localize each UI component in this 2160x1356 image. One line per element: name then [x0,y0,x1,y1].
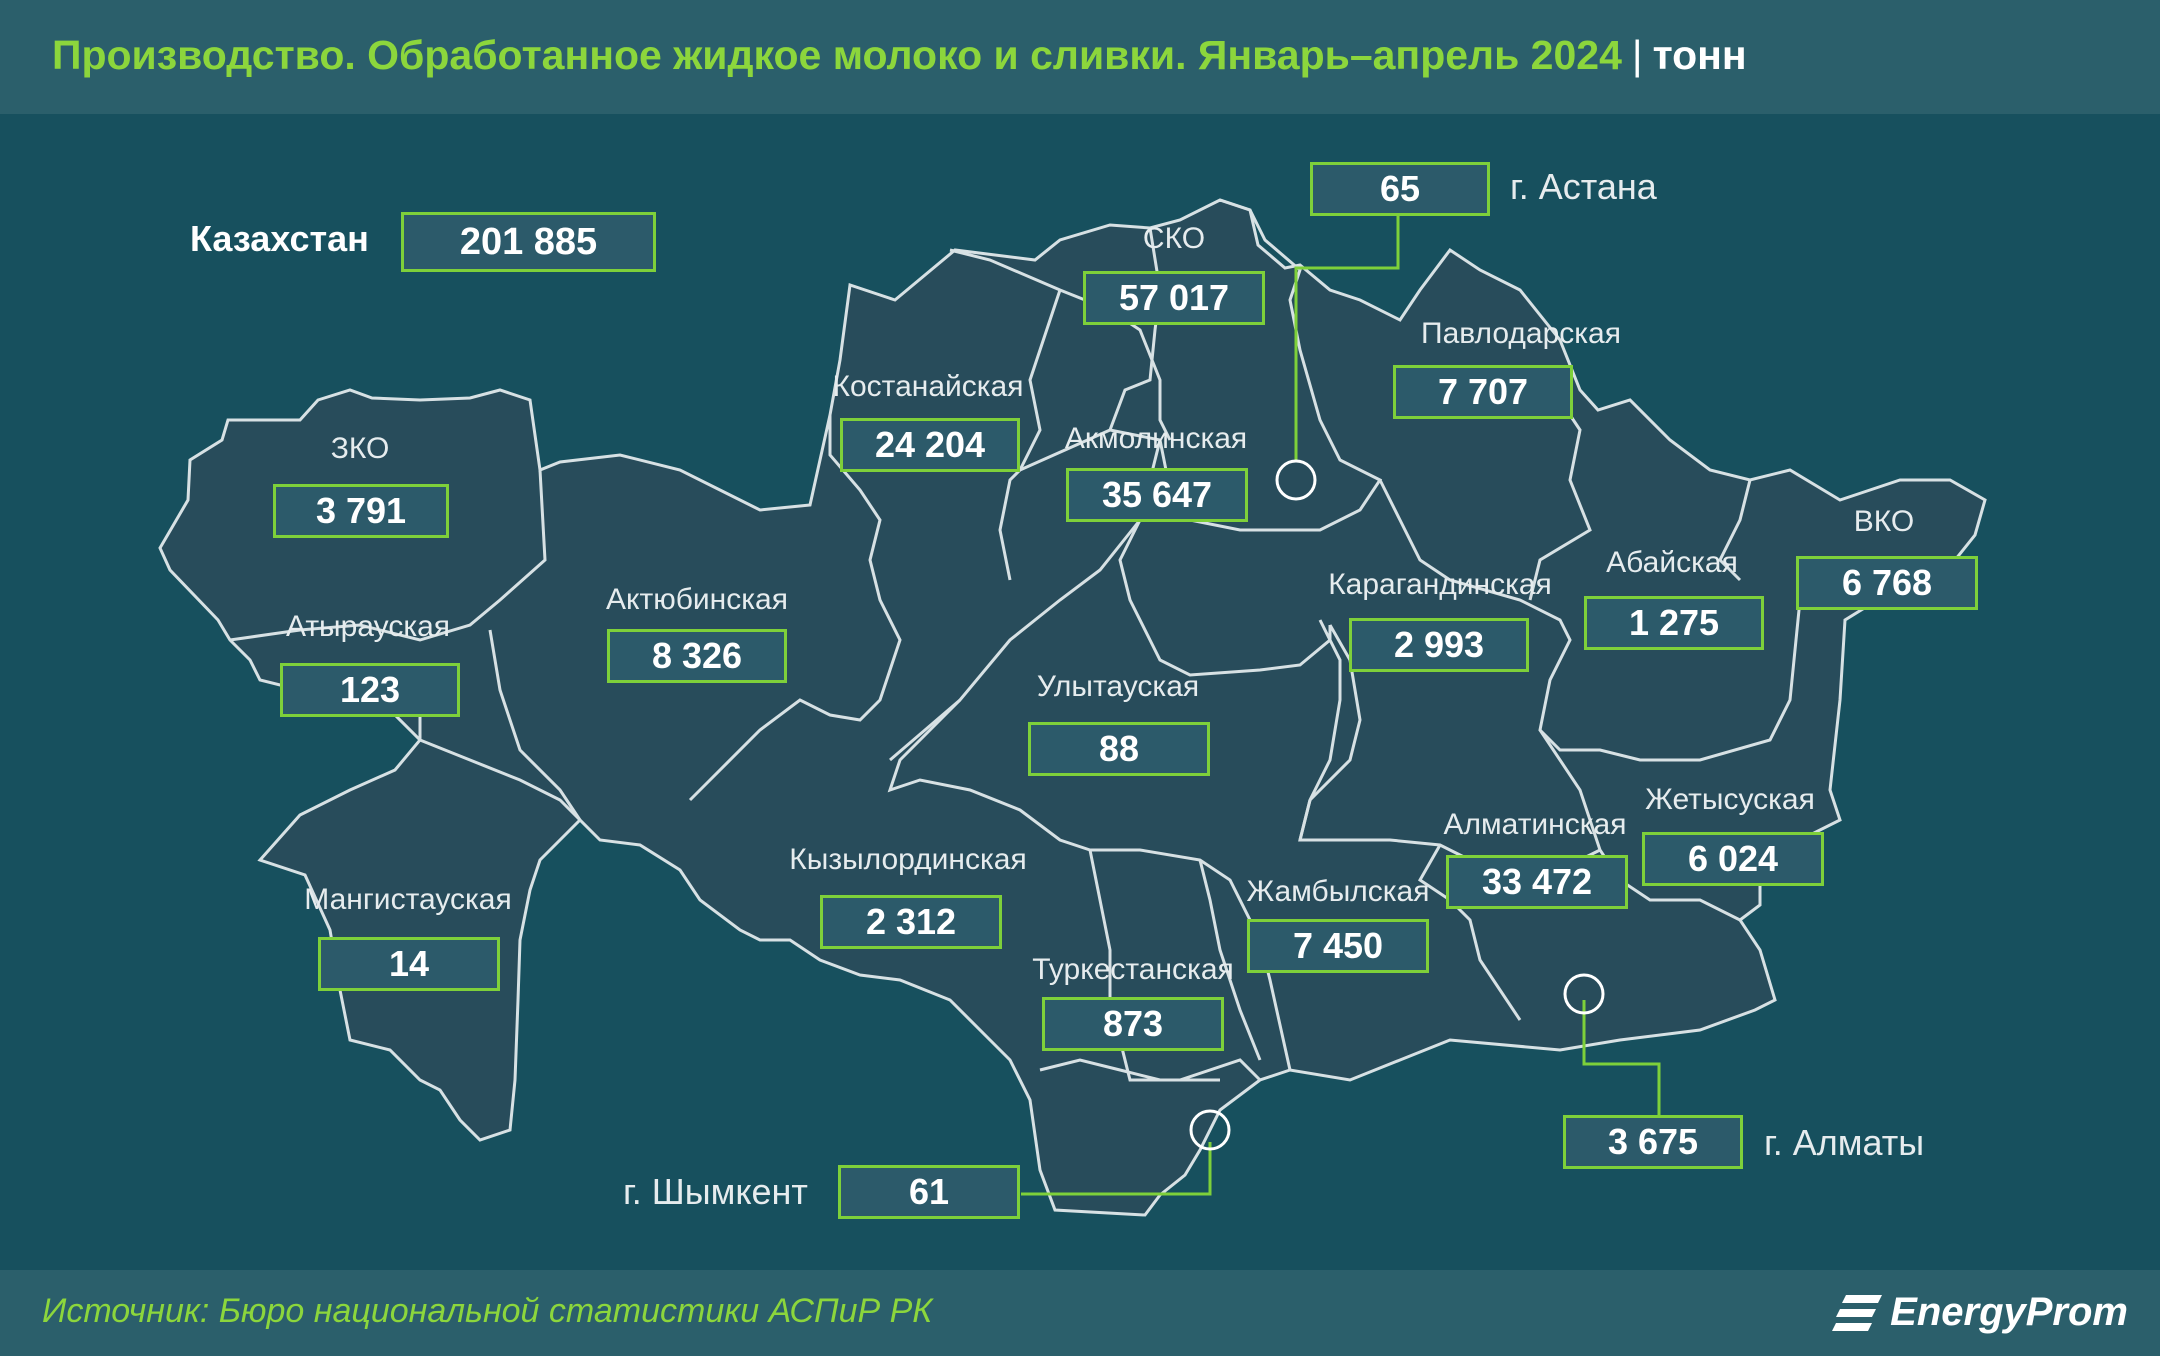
region-value-turkestan: 873 [1042,997,1224,1051]
source-text: Источник: Бюро национальной статистики А… [42,1292,933,1330]
region-label-zhambyl: Жамбылская [1246,875,1430,908]
region-label-atyrau: Атырауская [285,610,451,643]
total-label: Казахстан [190,218,369,259]
region-value-sko: 57 017 [1083,271,1265,325]
region-value-kostanay: 24 204 [840,418,1020,472]
astana-connector [1294,186,1400,460]
region-label-aktobe: Актюбинская [606,583,788,616]
almaty-label: г. Алматы [1764,1122,1925,1163]
region-value-ulytau: 88 [1028,722,1210,776]
header-bar: Производство. Обработанное жидкое молоко… [0,0,2160,114]
region-value-akmola: 35 647 [1066,468,1248,522]
energyprom-logo-icon [1832,1295,1883,1332]
region-label-zhetysu: Жетысуская [1645,783,1815,816]
page-title: Производство. Обработанное жидкое молоко… [52,32,1747,79]
brand-logo: EnergyProm [1832,1290,2128,1337]
region-value-vko: 6 768 [1796,556,1978,610]
region-value-zhambyl: 7 450 [1247,919,1429,973]
region-value-zhetysu: 6 024 [1642,832,1824,886]
region-value-zko: 3 791 [273,484,449,538]
astana-label: г. Астана [1510,166,1657,207]
title-unit: тонн [1652,32,1747,78]
brand-name: EnergyProm [1890,1290,2128,1334]
region-value-mangistau: 14 [318,937,500,991]
region-label-zko: ЗКО [330,432,390,465]
almaty-value-box: 3 675 [1563,1115,1743,1169]
region-value-kyzylorda: 2 312 [820,895,1002,949]
footer-bar: Источник: Бюро национальной статистики А… [0,1270,2160,1356]
region-value-karaganda: 2 993 [1349,618,1529,672]
total-value-box: 201 885 [401,212,656,272]
region-label-mangistau: Мангистауская [304,883,512,916]
region-label-pavlodar: Павлодарская [1421,317,1621,350]
region-label-almaty-region: Алматинская [1443,808,1627,841]
region-value-atyrau: 123 [280,663,460,717]
title-text: Производство. Обработанное жидкое молоко… [52,32,1622,78]
region-label-kyzylorda: Кызылординская [789,843,1027,876]
shymkent-label: г. Шымкент [623,1171,808,1212]
region-label-kostanay: Костанайская [832,370,1024,403]
region-value-abai: 1 275 [1584,596,1764,650]
region-value-almaty-region: 33 472 [1446,855,1628,909]
shymkent-connector [1021,1142,1212,1196]
region-label-sko: СКО [1142,222,1206,255]
region-label-akmola: Акмолинская [1064,422,1248,455]
shymkent-marker [1189,1109,1231,1151]
region-label-ulytau: Улытауская [1036,670,1200,703]
region-label-karaganda: Карагандинская [1328,568,1552,601]
region-label-abai: Абайская [1606,546,1738,579]
region-label-vko: ВКО [1853,505,1915,538]
almaty-marker [1563,973,1605,1015]
astana-value-box: 65 [1310,162,1490,216]
region-value-pavlodar: 7 707 [1393,365,1573,419]
region-label-turkestan: Туркестанская [1032,953,1234,986]
region-value-aktobe: 8 326 [607,629,787,683]
shymkent-value-box: 61 [838,1165,1020,1219]
title-separator: | [1631,32,1643,78]
almaty-connector [1582,1000,1661,1118]
astana-marker [1275,459,1317,501]
